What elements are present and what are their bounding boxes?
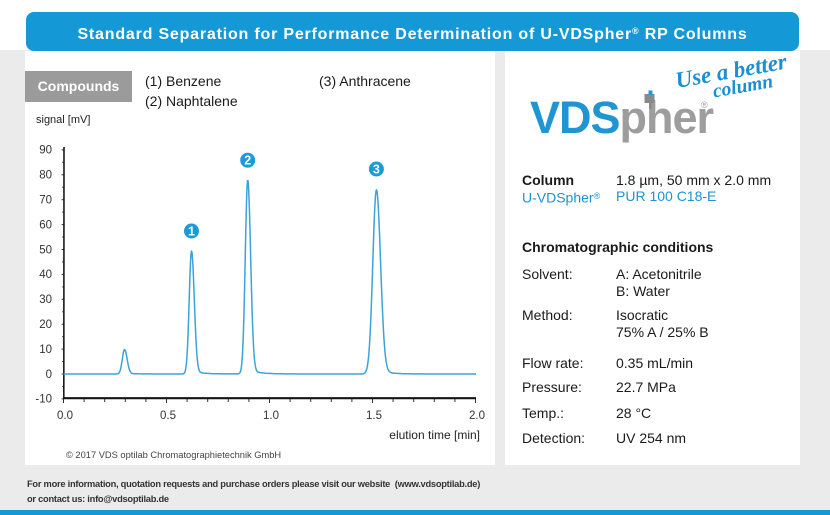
svg-text:© 2017 VDS optilab Chromatogra: © 2017 VDS optilab Chromatographietechni…: [66, 450, 281, 460]
svg-text:®: ®: [701, 100, 708, 110]
svg-text:20: 20: [39, 319, 52, 331]
svg-text:1.5: 1.5: [366, 410, 382, 422]
svg-text:50: 50: [39, 244, 52, 256]
svg-text:1: 1: [188, 225, 195, 239]
svg-text:10: 10: [39, 344, 52, 356]
svg-text:90: 90: [39, 145, 52, 157]
svg-text:60: 60: [39, 219, 52, 231]
svg-text:0.5: 0.5: [160, 410, 176, 422]
svg-text:40: 40: [39, 269, 52, 281]
svg-text:0.0: 0.0: [57, 410, 73, 422]
svg-text:80: 80: [39, 170, 52, 182]
svg-text:0: 0: [46, 369, 52, 381]
svg-text:-10: -10: [35, 394, 52, 406]
svg-text:2.0: 2.0: [469, 410, 485, 422]
svg-text:70: 70: [39, 195, 52, 207]
svg-text:3: 3: [373, 163, 380, 177]
svg-text:elution time [min]: elution time [min]: [389, 428, 480, 442]
svg-text:30: 30: [39, 294, 52, 306]
svg-text:1.0: 1.0: [263, 410, 279, 422]
svg-text:2: 2: [244, 154, 251, 168]
